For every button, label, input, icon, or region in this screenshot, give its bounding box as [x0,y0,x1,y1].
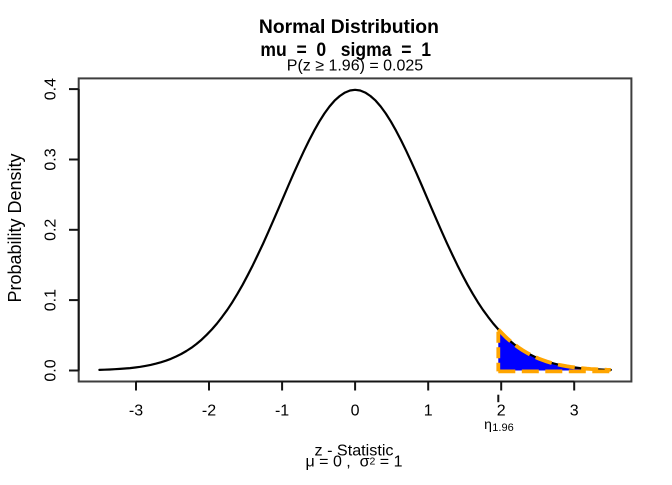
svg-text:μ = 0 , σ2 = 1: μ = 0 , σ2 = 1 [306,454,403,471]
svg-text:z - Statistic: z - Statistic [315,443,394,460]
svg-text:-1: -1 [275,403,289,420]
svg-text:0.4: 0.4 [43,78,60,100]
svg-text:1.96: 1.96 [492,422,513,434]
svg-text:3: 3 [570,403,579,420]
svg-text:0.2: 0.2 [43,219,60,241]
svg-text:Normal Distribution: Normal Distribution [259,17,439,38]
svg-text:P(z ≥ 1.96) = 0.025: P(z ≥ 1.96) = 0.025 [287,57,424,74]
svg-text:0.3: 0.3 [43,148,60,170]
svg-text:-3: -3 [129,403,143,420]
svg-text:η: η [484,416,492,432]
svg-text:mu = 0 sigma = 1: mu = 0 sigma = 1 [260,40,431,61]
svg-text:2: 2 [497,403,506,420]
svg-text:-2: -2 [202,403,216,420]
svg-text:0.0: 0.0 [43,359,60,381]
svg-text:0.1: 0.1 [43,289,60,311]
svg-text:0: 0 [351,403,360,420]
svg-text:1: 1 [424,403,433,420]
svg-text:Probability Density: Probability Density [5,153,25,302]
